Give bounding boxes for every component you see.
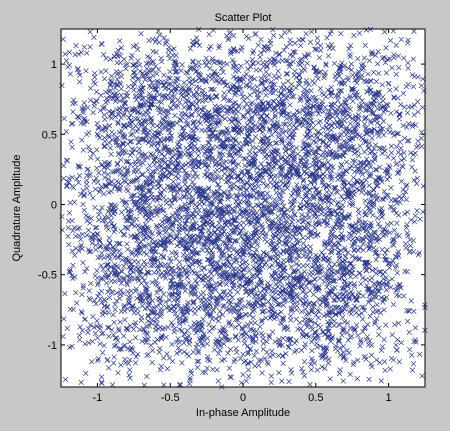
y-tick-label: -1 <box>47 340 57 352</box>
x-tick-label: 1 <box>386 392 392 404</box>
x-tick-label: 0 <box>240 392 246 404</box>
x-axis-ticks: -1 -0.5 0 0.5 1 <box>93 29 392 404</box>
y-tick-label: -0.5 <box>38 270 57 282</box>
chart-title: Scatter Plot <box>215 12 272 24</box>
x-tick-label: 0.5 <box>308 392 323 404</box>
y-axis-label: Quadrature Amplitude <box>11 154 23 261</box>
y-tick-label: 0.5 <box>42 129 57 141</box>
data-points <box>59 26 428 390</box>
x-tick-label: -1 <box>93 392 103 404</box>
x-axis-label: In-phase Amplitude <box>196 407 290 419</box>
y-tick-label: 0 <box>51 199 57 211</box>
y-axis-ticks: -1 -0.5 0 0.5 1 <box>38 59 425 352</box>
x-tick-label: -0.5 <box>161 392 180 404</box>
scatter-points <box>59 26 428 390</box>
y-tick-label: 1 <box>51 59 57 71</box>
